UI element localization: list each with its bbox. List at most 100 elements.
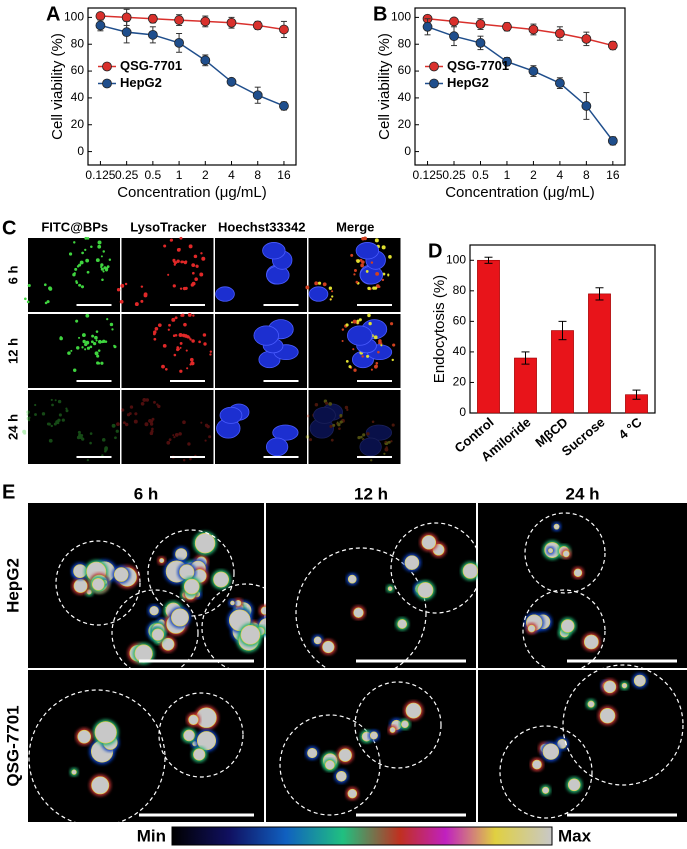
signal-core	[313, 636, 322, 645]
vesicle	[124, 422, 128, 426]
vesicle	[51, 403, 54, 407]
x-tick-label: 0.125	[413, 168, 443, 182]
vesicle	[350, 321, 354, 324]
vesicle	[358, 318, 362, 322]
cell-outline	[28, 689, 166, 827]
data-point	[200, 16, 211, 27]
bar	[477, 259, 500, 414]
vesicle	[373, 335, 378, 340]
data-point	[607, 135, 618, 146]
vesicle	[90, 245, 93, 248]
micrograph	[215, 314, 307, 388]
vesicle	[189, 338, 192, 341]
data-point	[607, 40, 618, 51]
vesicle	[173, 263, 176, 266]
bar	[551, 330, 574, 414]
x-tick-label: 1	[504, 168, 511, 182]
data-point	[226, 17, 237, 28]
vesicle	[100, 361, 104, 365]
vesicle	[140, 401, 145, 406]
signal-core	[542, 786, 550, 794]
signal-core	[159, 558, 165, 564]
vesicle	[353, 368, 357, 372]
column-header: 12 h	[354, 484, 388, 503]
vesicle	[391, 358, 394, 362]
vesicle	[86, 458, 90, 462]
vesicle	[379, 342, 383, 345]
vesicle	[134, 302, 139, 307]
vesicle	[92, 341, 97, 346]
column-header: Hoechst33342	[218, 219, 305, 234]
column-header: Merge	[336, 219, 374, 234]
vesicle	[209, 350, 213, 353]
vesicle	[79, 435, 83, 440]
vesicle	[385, 446, 388, 449]
vesicle	[323, 399, 328, 403]
data-point	[252, 90, 263, 101]
signal-core	[621, 682, 628, 689]
vesicle	[157, 323, 162, 328]
cells	[22, 398, 119, 462]
vesicle	[330, 415, 334, 419]
vesicle	[176, 348, 180, 352]
vesicle	[183, 260, 188, 265]
vesicle	[81, 251, 84, 255]
x-axis-label: Concentration (μg/mL)	[445, 184, 595, 201]
signal-core	[175, 548, 188, 561]
vesicle	[190, 361, 195, 366]
signal-core	[553, 523, 560, 530]
vesicle	[57, 418, 61, 422]
signal-core	[347, 788, 358, 799]
vesicle	[97, 349, 101, 352]
vesicle	[173, 353, 177, 357]
vesicle	[359, 258, 363, 262]
vesicle	[331, 290, 334, 293]
vesicle	[101, 438, 106, 442]
cells	[216, 403, 299, 457]
vesicle	[95, 339, 98, 342]
vesicle	[390, 440, 393, 443]
vesicle	[341, 328, 345, 331]
vesicle	[179, 341, 183, 345]
vesicle	[174, 261, 178, 264]
signal-core	[421, 535, 437, 550]
signal-core	[599, 707, 616, 724]
signal-core	[405, 702, 422, 719]
vesicle	[114, 436, 117, 440]
vesicle	[186, 335, 190, 339]
data-point	[174, 15, 184, 25]
vesicle	[149, 420, 152, 423]
y-tick-label: 0	[459, 405, 466, 419]
image-background	[308, 390, 401, 464]
vesicle	[48, 438, 53, 443]
vesicle	[164, 367, 168, 371]
legend-label: HepG2	[120, 75, 162, 90]
vesicle	[140, 285, 144, 288]
vesicle	[180, 260, 184, 264]
vesicle	[181, 333, 186, 338]
vesicle	[318, 411, 323, 416]
vesicle	[186, 367, 189, 370]
column-header: 6 h	[134, 484, 159, 503]
vesicle	[73, 368, 77, 372]
row-label: 12 h	[5, 338, 20, 364]
vesicle	[189, 357, 194, 362]
vesicle	[156, 403, 159, 406]
vesicle	[314, 402, 319, 407]
x-tick-label: 4	[557, 168, 564, 182]
heatmap-image	[28, 670, 264, 827]
vesicle	[172, 284, 176, 288]
x-tick-label: 2	[530, 168, 537, 182]
vesicle	[374, 442, 378, 446]
vesicle	[77, 430, 81, 434]
signal-core	[573, 568, 583, 577]
vesicle	[305, 435, 310, 439]
micrograph	[215, 238, 307, 312]
signal-core	[73, 579, 88, 593]
vesicle	[201, 256, 206, 261]
vesicle	[328, 402, 333, 406]
signal-core	[179, 564, 195, 580]
vesicle	[384, 441, 389, 446]
data-point	[449, 16, 459, 27]
vesicle	[68, 351, 71, 354]
